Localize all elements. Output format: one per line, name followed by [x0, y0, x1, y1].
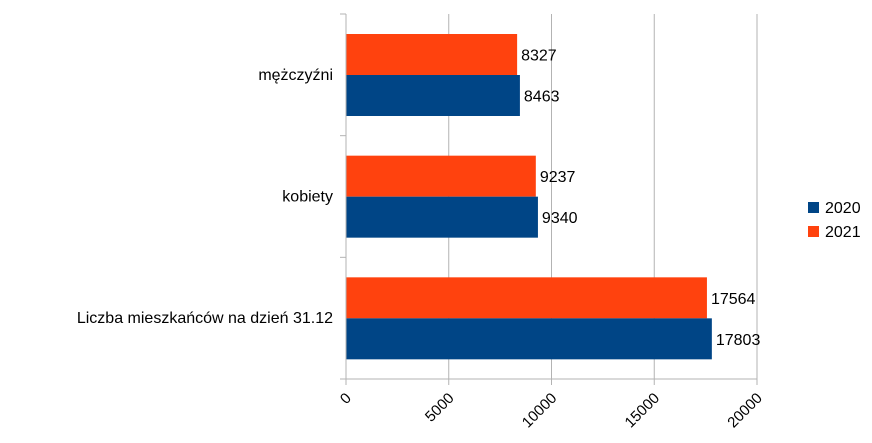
x-tick-label: 5000: [422, 390, 458, 426]
bars: [346, 34, 712, 360]
category-label: Liczba mieszkańców na dzień 31.12: [77, 310, 333, 327]
data-label: 17803: [716, 332, 761, 349]
legend-swatch-2021: [808, 226, 819, 237]
data-label: 8327: [521, 48, 557, 65]
data-label: 9237: [540, 169, 576, 186]
x-tick-label: 0: [337, 390, 355, 408]
category-label: mężczyźni: [258, 67, 333, 84]
legend-swatch-2020: [808, 202, 819, 213]
x-tick-label: 10000: [519, 390, 561, 432]
bar-2020: [346, 75, 520, 116]
legend-label-2021: 2021: [825, 224, 861, 241]
data-label: 17564: [711, 291, 756, 308]
axes: [340, 13, 758, 385]
data-label: 9340: [542, 210, 578, 227]
bar-2021: [346, 34, 518, 75]
category-label: kobiety: [282, 189, 333, 206]
bar-2020: [346, 318, 712, 360]
x-tick-label: 15000: [622, 390, 664, 432]
bar-2021: [346, 155, 536, 197]
bar-2021: [346, 277, 707, 319]
data-label: 8463: [524, 89, 560, 106]
legend: 2020 2021: [808, 200, 861, 241]
legend-label-2020: 2020: [825, 200, 861, 217]
x-tick-label: 20000: [724, 390, 766, 432]
bar-2020: [346, 196, 538, 238]
